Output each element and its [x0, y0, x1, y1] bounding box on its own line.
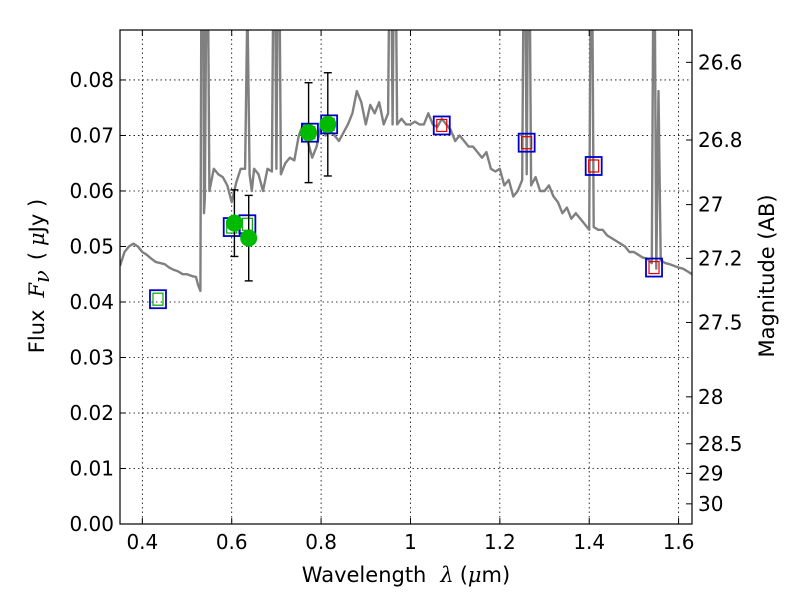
y2-tick-label: 27 — [698, 193, 723, 217]
y-tick-label: 0.01 — [69, 456, 114, 480]
y-tick-label: 0.00 — [69, 512, 114, 536]
model-band-inner-marker — [588, 159, 600, 173]
x-tick-label: 0.6 — [216, 530, 248, 554]
y2-tick-label: 27.2 — [698, 246, 743, 270]
x-tick-label: 0.4 — [126, 530, 158, 554]
y2-tick-label: 26.6 — [698, 50, 743, 74]
y-tick-label: 0.03 — [69, 345, 114, 369]
y-axis-label: FluxFν(μJy ) — [25, 199, 54, 353]
model-band-marker — [645, 257, 663, 278]
y2-tick-label: 28 — [698, 385, 723, 409]
observed-point — [300, 124, 318, 142]
observed-point — [319, 115, 337, 133]
y2-tick-label: 29 — [698, 461, 723, 485]
model-band-inner-marker — [152, 292, 164, 306]
plot-frame — [119, 29, 693, 525]
axis-ticks: 0.4 0.6 0.8 1 1.2 1.4 1.6 0.00 0.01 0.02 0.03 0.04 0… — [69, 30, 743, 554]
model-band-marker — [149, 289, 167, 310]
y2-tick-label: 27.5 — [698, 310, 743, 334]
y-tick-label: 0.02 — [69, 401, 114, 425]
x-axis-label: Wavelength λ (μm) — [302, 563, 510, 587]
observed-point — [225, 214, 243, 232]
secondary-y-axis-label: Magnitude (AB) — [755, 194, 779, 357]
y-tick-label: 0.07 — [69, 123, 114, 147]
sed-model-curve — [120, 30, 692, 293]
model-band-inner-marker — [521, 136, 533, 150]
y-tick-label: 0.08 — [69, 68, 114, 92]
x-tick-label: 1 — [404, 530, 417, 554]
model-band-marker — [432, 115, 451, 136]
model-band-marker — [517, 132, 536, 153]
model-band-inner-marker — [241, 217, 253, 231]
y-tick-label: 0.05 — [69, 234, 114, 258]
model-band-inner-marker — [436, 118, 448, 133]
x-tick-label: 1.6 — [663, 530, 695, 554]
x-tick-label: 1.2 — [484, 530, 516, 554]
plot-area — [120, 30, 692, 310]
y-tick-label: 0.04 — [69, 290, 114, 314]
y2-tick-label: 30 — [698, 492, 723, 516]
y-tick-label: 0.06 — [69, 179, 114, 203]
x-tick-label: 0.8 — [305, 530, 337, 554]
x-tick-label: 1.4 — [573, 530, 605, 554]
model-band-inner-marker — [648, 260, 660, 275]
y2-tick-label: 28.5 — [698, 432, 743, 456]
y2-tick-label: 26.8 — [698, 128, 743, 152]
model-band-marker — [584, 156, 603, 176]
observed-point — [240, 229, 258, 247]
